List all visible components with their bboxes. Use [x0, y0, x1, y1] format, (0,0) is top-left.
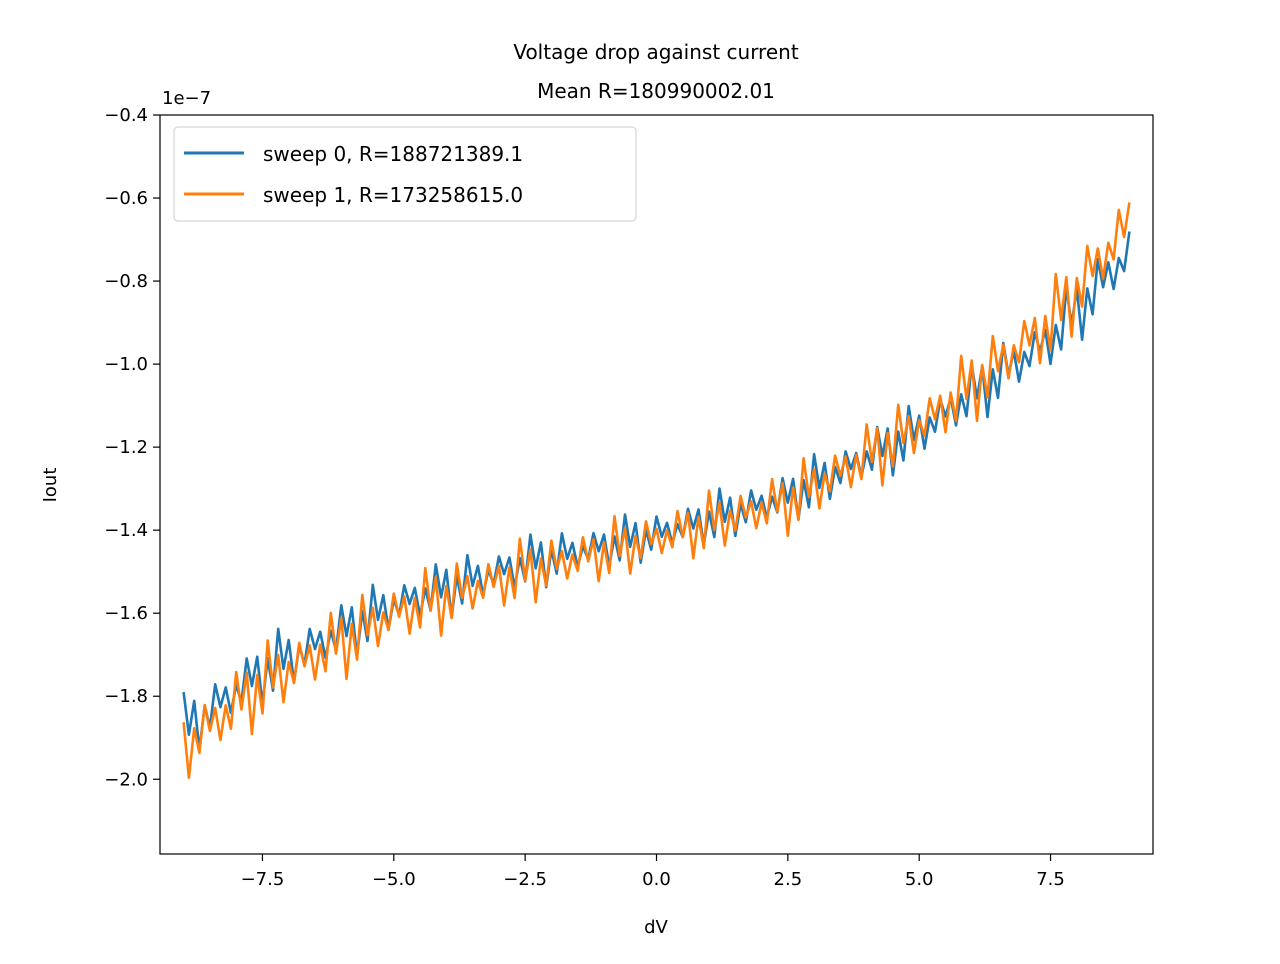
x-tick-label: 5.0: [905, 869, 934, 890]
x-tick-label: 0.0: [642, 869, 671, 890]
y-tick-label: −1.2: [104, 437, 148, 458]
y-axis-label: Iout: [40, 468, 61, 503]
y-axis: −2.0 −1.8 −1.6 −1.4 −1.2 −1.0 −0.8 −0.6 −0.4: [104, 105, 160, 790]
y-tick-label: −1.0: [104, 354, 148, 375]
x-tick-label: 2.5: [774, 869, 803, 890]
y-tick-label: −2.0: [104, 769, 148, 790]
series-line-sweep-1: [182, 202, 1131, 780]
y-tick-label: −0.4: [104, 105, 148, 126]
y-tick-label: −1.4: [104, 520, 148, 541]
x-axis: −7.5 −5.0 −2.5 0.0 2.5 5.0 7.5: [241, 854, 1065, 890]
y-tick-label: −1.8: [104, 686, 148, 707]
y-offset-label: 1e−7: [162, 88, 211, 109]
chart-subtitle: Mean R=180990002.01: [537, 79, 775, 103]
y-tick-label: −0.8: [104, 271, 148, 292]
legend: sweep 0, R=188721389.1 sweep 1, R=173258…: [173, 126, 637, 222]
y-tick-label: −0.6: [104, 188, 148, 209]
legend-label-sweep-1: sweep 1, R=173258615.0: [263, 183, 523, 207]
legend-box: [173, 126, 637, 222]
legend-label-sweep-0: sweep 0, R=188721389.1: [263, 142, 523, 166]
plot-frame: [159, 114, 1154, 855]
x-tick-label: −7.5: [241, 869, 285, 890]
chart-title: Voltage drop against current: [513, 40, 799, 64]
series-layer: [182, 202, 1131, 780]
x-tick-label: −2.5: [503, 869, 547, 890]
y-tick-label: −1.6: [104, 603, 148, 624]
x-axis-label: dV: [644, 917, 668, 938]
x-tick-label: 7.5: [1036, 869, 1065, 890]
x-tick-label: −5.0: [372, 869, 416, 890]
